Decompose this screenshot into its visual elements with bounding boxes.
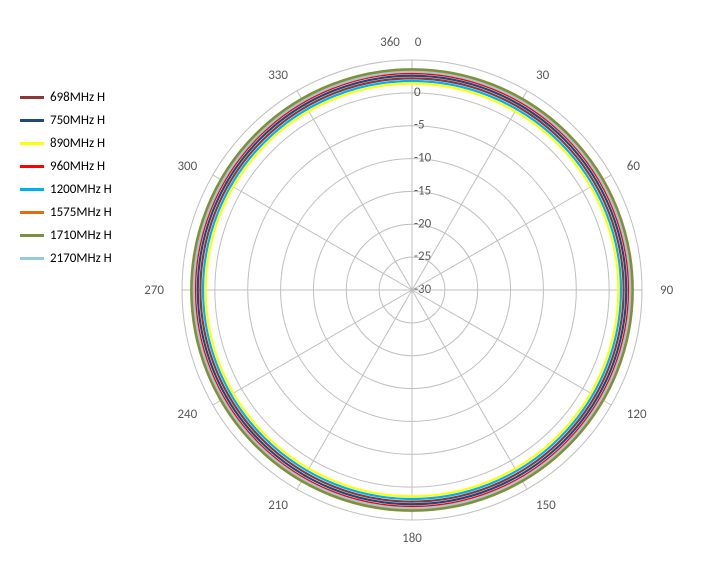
legend-label: 2170MHz H [50,251,112,266]
angle-tick-label: 360 [380,35,400,50]
angle-tick-label: 60 [627,159,641,174]
angle-tick-label: 270 [144,283,164,298]
radial-tick-label: -20 [414,216,432,231]
grid-spoke [297,91,412,290]
legend-swatch [20,119,44,122]
legend-item: 890MHz H [20,136,112,151]
legend-label: 698MHz H [50,90,105,105]
angle-tick-label: 0 [414,35,421,50]
angle-tick-label: 330 [268,68,288,83]
legend-item: 960MHz H [20,159,112,174]
legend-label: 890MHz H [50,136,105,151]
angle-tick-label: 150 [536,498,556,513]
legend-label: 960MHz H [50,159,105,174]
angle-tick-label: 300 [177,159,197,174]
legend-swatch [20,96,44,99]
legend-swatch [20,142,44,145]
legend-label: 750MHz H [50,113,105,128]
grid-spoke [412,175,611,290]
legend-item: 698MHz H [20,90,112,105]
angle-tick-label: 180 [402,531,422,546]
legend-swatch [20,234,44,237]
polar-chart: -30-25-20-15-10-500306090120150180210240… [122,20,692,560]
angle-tick-label: 120 [627,407,647,422]
grid-spoke [213,175,412,290]
radial-tick-label: -15 [414,183,431,198]
angle-tick-label: 240 [177,407,197,422]
grid-spoke [412,290,527,489]
legend-item: 1575MHz H [20,205,112,220]
legend-item: 750MHz H [20,113,112,128]
radial-tick-label: 0 [414,85,421,100]
legend-swatch [20,211,44,214]
legend-item: 1200MHz H [20,182,112,197]
legend-swatch [20,165,44,168]
legend-swatch [20,188,44,191]
angle-tick-label: 210 [268,498,288,513]
chart-container: 698MHz H 750MHz H 890MHz H 960MHz H 1200MHz … [20,20,692,560]
angle-tick-label: 90 [660,283,674,298]
polar-svg: -30-25-20-15-10-500306090120150180210240… [122,20,682,560]
radial-tick-label: -5 [414,118,425,133]
legend-swatch [20,257,44,260]
legend-item: 1710MHz H [20,228,112,243]
radial-tick-label: -10 [414,151,432,166]
legend-label: 1575MHz H [50,205,112,220]
grid-spoke [412,290,611,405]
grid-spoke [297,290,412,489]
angle-tick-label: 30 [536,68,550,83]
legend-item: 2170MHz H [20,251,112,266]
legend-label: 1200MHz H [50,182,112,197]
legend-label: 1710MHz H [50,228,112,243]
grid-spoke [213,290,412,405]
chart-legend: 698MHz H 750MHz H 890MHz H 960MHz H 1200MHz … [20,90,112,274]
